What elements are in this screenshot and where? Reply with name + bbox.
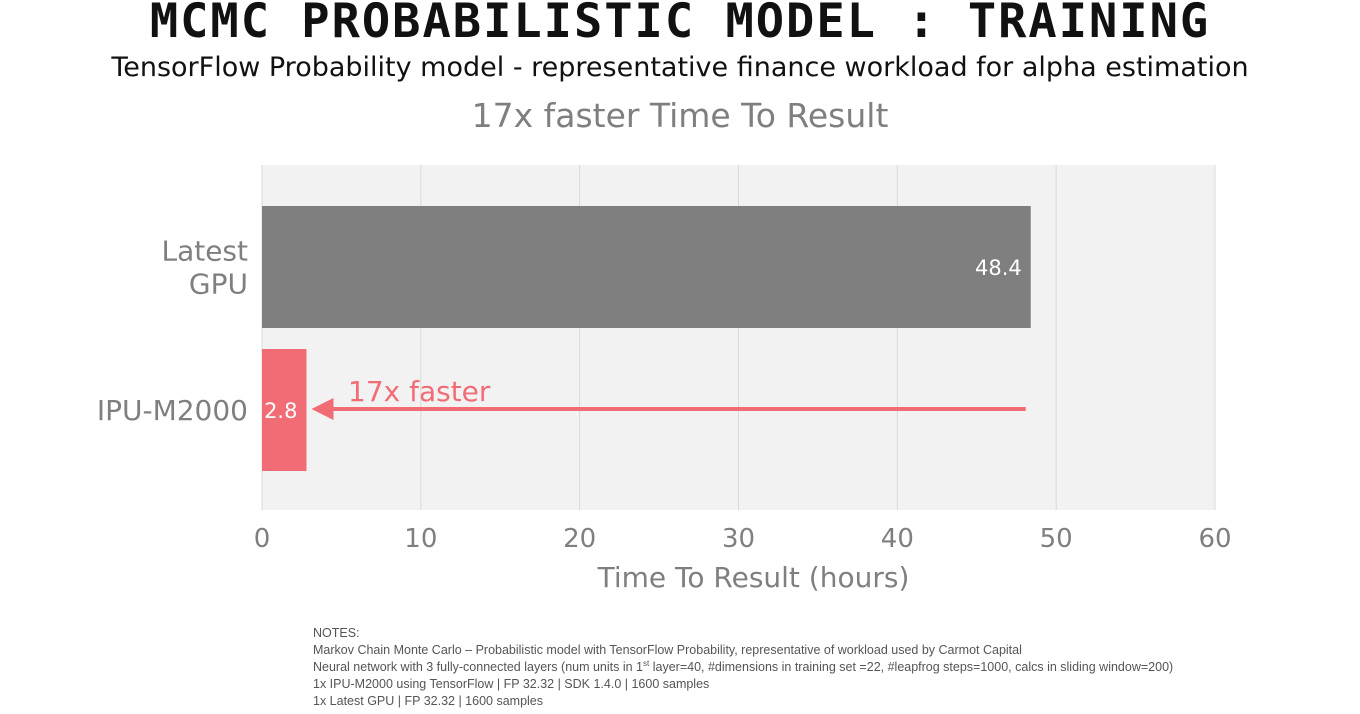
bar-value-label: 2.8: [264, 399, 297, 423]
x-tick-label: 50: [1040, 524, 1073, 554]
category-label: GPU: [189, 268, 248, 301]
x-tick-label: 60: [1198, 524, 1231, 554]
chart-headline: 17x faster Time To Result: [471, 96, 889, 135]
notes-superscript: st: [643, 658, 650, 668]
page-subtitle: TensorFlow Probability model - represent…: [111, 52, 1249, 83]
x-tick-label: 30: [722, 524, 755, 554]
category-label: IPU-M2000: [97, 394, 248, 427]
notes-line: 1x Latest GPU | FP 32.32 | 1600 samples: [313, 694, 543, 708]
notes-line: 1x IPU-M2000 using TensorFlow | FP 32.32…: [313, 677, 710, 691]
bar-value-label: 48.4: [975, 256, 1022, 280]
annotation-label: 17x faster: [348, 375, 491, 408]
bar: [262, 349, 307, 471]
notes-text: layer=40, #dimensions in training set =2…: [649, 660, 1174, 674]
x-tick-label: 10: [404, 524, 437, 554]
notes-block: NOTES: Markov Chain Monte Carlo – Probab…: [313, 625, 1173, 710]
x-tick-label: 0: [254, 524, 271, 554]
category-label: Latest: [161, 235, 248, 268]
annotation-arrow-head: [311, 398, 334, 420]
page-title: MCMC PROBABILISTIC MODEL : TRAINING: [149, 0, 1211, 49]
notes-line: Neural network with 3 fully-connected la…: [313, 659, 1173, 676]
notes-text: Neural network with 3 fully-connected la…: [313, 660, 644, 674]
notes-heading: NOTES:: [313, 626, 360, 640]
notes-line: Markov Chain Monte Carlo – Probabilistic…: [313, 643, 1022, 657]
x-tick-label: 20: [563, 524, 596, 554]
bar: [262, 206, 1031, 328]
x-tick-label: 40: [881, 524, 914, 554]
x-axis-title: Time To Result (hours): [597, 561, 910, 594]
